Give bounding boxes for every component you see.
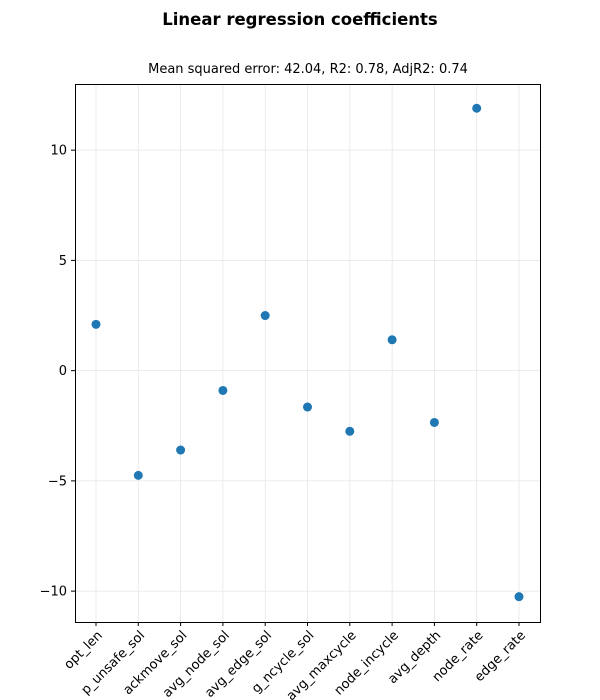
x-axis: opt_lenp_unsafe_solackmove_solavg_node_s…: [62, 622, 529, 700]
y-tick-label: −10: [40, 585, 67, 600]
y-axis: −10 −5 0 5 10: [40, 144, 75, 600]
chart-subtitle: Mean squared error: 42.04, R2: 0.78, Adj…: [148, 62, 468, 77]
data-point: [218, 385, 228, 395]
data-point: [345, 426, 355, 436]
data-points: [91, 103, 524, 602]
data-point: [303, 402, 312, 412]
figure-title: Linear regression coefficients: [162, 10, 438, 29]
data-point: [514, 592, 524, 602]
data-point: [260, 311, 270, 321]
data-point: [176, 445, 186, 455]
data-point: [429, 417, 439, 427]
plot-frame: [75, 84, 541, 623]
y-tick-label: 10: [50, 144, 67, 159]
data-point: [133, 470, 143, 480]
grid-lines: [75, 84, 540, 622]
data-point: [91, 319, 101, 329]
y-tick-label: 0: [59, 364, 67, 379]
y-tick-label: −5: [48, 474, 67, 489]
data-point: [472, 103, 482, 113]
data-point: [387, 335, 397, 345]
y-tick-label: 5: [59, 254, 67, 269]
